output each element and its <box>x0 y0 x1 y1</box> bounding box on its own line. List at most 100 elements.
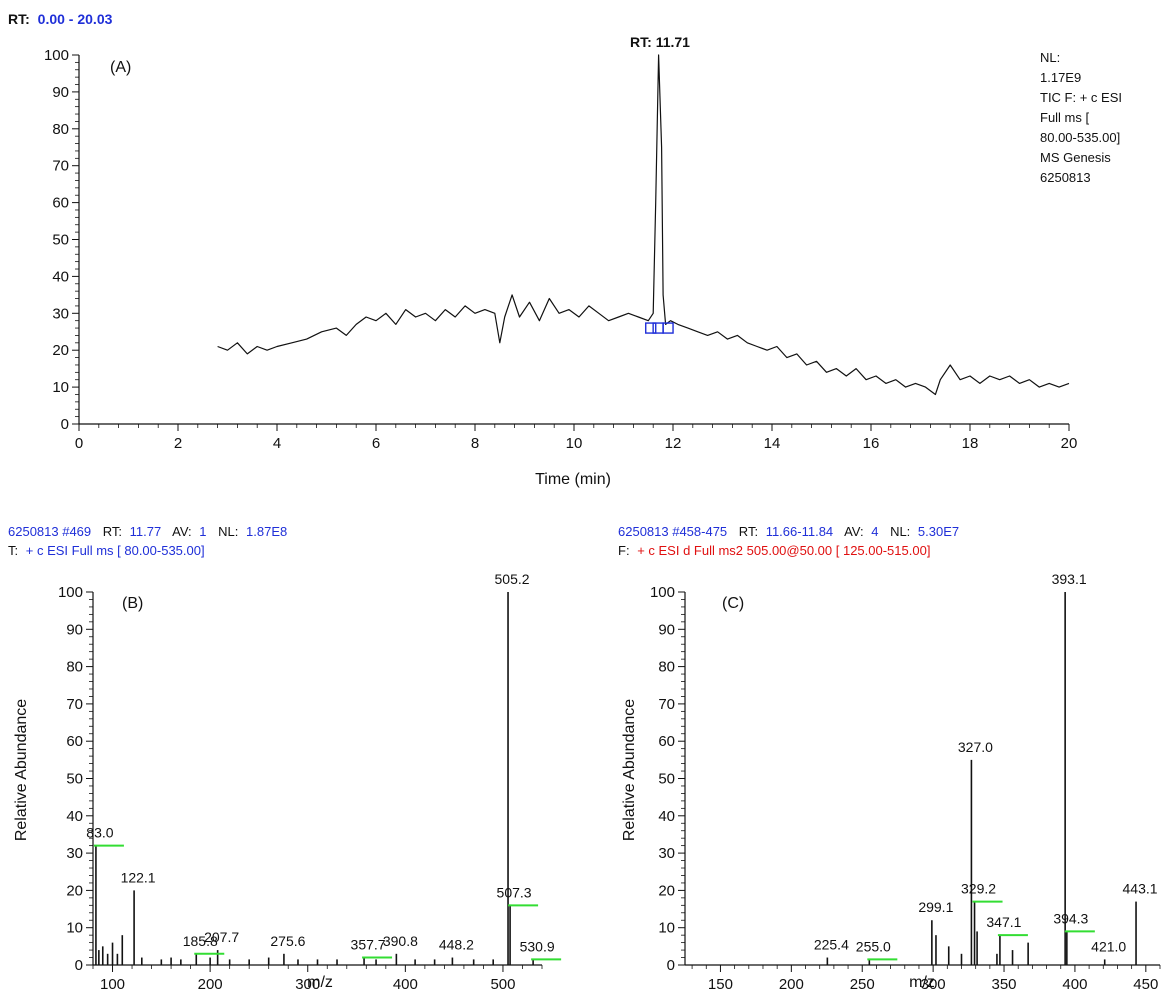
panel-c-rt-label: RT: <box>739 524 758 539</box>
panel-b-ylabel: Relative Abundance <box>13 699 30 841</box>
panel-c-y-tick-label: 50 <box>658 771 675 788</box>
panel-b-y-tick-label: 90 <box>66 621 83 638</box>
panel-a-y-tick-label: 20 <box>52 342 69 359</box>
panel-b-y-tick-label: 40 <box>66 808 83 825</box>
panel-c-y-tick-label: 20 <box>658 882 675 899</box>
panel-a-y-tick-label: 60 <box>52 195 69 212</box>
panel-a-y-tick-label: 40 <box>52 268 69 285</box>
panel-a-info: NL: 1.17E9 TIC F: + c ESI Full ms [ 80.0… <box>1040 50 1122 185</box>
panel-a-x-tick-label: 18 <box>962 435 979 452</box>
panel-c-av: 4 <box>871 524 878 539</box>
panel-b-y-tick-label: 20 <box>66 882 83 899</box>
panel-b-y-tick-label: 60 <box>66 733 83 750</box>
panel-a-info-line: Full ms [ <box>1040 110 1090 125</box>
panel-a-header-range: 0.00 - 20.03 <box>38 11 113 27</box>
panel-c-filter-prefix: F: <box>618 543 630 558</box>
panel-a-info-line: TIC F: + c ESI <box>1040 90 1122 105</box>
panel-a-y-tick-label: 30 <box>52 305 69 322</box>
panel-c-peak-label: 393.1 <box>1052 571 1087 587</box>
panel-c-rt: 11.66-11.84 <box>766 524 833 539</box>
panel-c-y-tick-label: 100 <box>650 584 675 601</box>
panel-c-peak-label: 421.0 <box>1091 938 1126 954</box>
panel-b-rt-label: RT: <box>103 524 122 539</box>
panel-b-peak-label: 207.7 <box>204 929 239 945</box>
panel-c-header-2: F: + c ESI d Full ms2 505.00@50.00 [ 125… <box>618 543 930 558</box>
panel-a-header-prefix: RT: <box>8 11 30 27</box>
panel-a-x-tick-label: 2 <box>174 435 182 452</box>
panel-b-scan: 6250813 #469 <box>8 524 91 539</box>
panel-a-info-line: 1.17E9 <box>1040 70 1081 85</box>
panel-c-y-tick-label: 90 <box>658 621 675 638</box>
panel-a-plot: 0 10 20 30 40 50 60 70 80 90 100 0 2 4 6 8 10 12 14 16 18 20 <box>44 47 1077 452</box>
panel-a-y-tick-label: 10 <box>52 379 69 396</box>
panel-a-x-tick-label: 20 <box>1061 435 1078 452</box>
panel-a-label: (A) <box>110 59 131 76</box>
panel-c-x-tick-label: 400 <box>1062 976 1087 993</box>
panel-a-peak-label: RT: 11.71 <box>630 34 690 50</box>
panel-a-y-tick-label: 0 <box>61 416 69 433</box>
panel-b-filter: + c ESI Full ms [ 80.00-535.00] <box>26 543 205 558</box>
panel-b-label: (B) <box>122 595 143 612</box>
panel-b-av: 1 <box>199 524 206 539</box>
panel-c-header-1: 6250813 #458-475 RT: 11.66-11.84 AV: 4 N… <box>618 524 959 539</box>
panel-b-peak-label: 83.0 <box>86 825 113 841</box>
panel-b-plot: 0 10 20 30 40 50 60 70 80 90 100 100 200 300 400 500 83.… <box>58 571 562 993</box>
panel-c-x-tick-label: 200 <box>779 976 804 993</box>
panel-b-y-tick-label: 70 <box>66 696 83 713</box>
panel-c-x-tick-label: 250 <box>850 976 875 993</box>
panel-c-y-tick-label: 60 <box>658 733 675 750</box>
panel-c-nl: 5.30E7 <box>918 524 959 539</box>
panel-a-info-line: 6250813 <box>1040 170 1091 185</box>
panel-b-y-tick-label: 80 <box>66 659 83 676</box>
panel-c-label: (C) <box>722 595 744 612</box>
panel-a-x-tick-label: 0 <box>75 435 83 452</box>
panel-a-x-tick-label: 16 <box>863 435 880 452</box>
panel-b-av-label: AV: <box>172 524 192 539</box>
panel-b-nl: 1.87E8 <box>246 524 287 539</box>
panel-c-xlabel: m/z <box>909 974 935 991</box>
panel-a-y-tick-label: 80 <box>52 121 69 138</box>
panel-b-x-tick-label: 400 <box>393 976 418 993</box>
panel-a-peak-marker <box>652 322 664 334</box>
panel-c-plot: 0 10 20 30 40 50 60 70 80 90 100 150 200 250 300 350 400… <box>650 571 1161 993</box>
panel-c-peak-label: 327.0 <box>958 739 993 755</box>
panel-b-peak-label: 505.2 <box>495 571 530 587</box>
panel-b-y-tick-label: 100 <box>58 584 83 601</box>
panel-c-scan: 6250813 #458-475 <box>618 524 727 539</box>
panel-c-x-tick-label: 450 <box>1133 976 1158 993</box>
panel-c-y-tick-label: 80 <box>658 659 675 676</box>
panel-b-header-1: 6250813 #469 RT: 11.77 AV: 1 NL: 1.87E8 <box>8 524 287 539</box>
panel-a-y-tick-label: 90 <box>52 84 69 101</box>
panel-c-peak-label: 225.4 <box>814 937 849 953</box>
panel-c-peak-label: 443.1 <box>1123 881 1158 897</box>
panel-a-x-tick-label: 4 <box>273 435 281 452</box>
panel-b-header-2: T: + c ESI Full ms [ 80.00-535.00] <box>8 543 205 558</box>
panel-b-peak-label: 122.1 <box>121 869 156 885</box>
panel-a-x-tick-label: 12 <box>665 435 682 452</box>
panel-a-xlabel: Time (min) <box>535 471 611 488</box>
panel-b-filter-prefix: T: <box>8 543 18 558</box>
panel-c-x-tick-label: 150 <box>708 976 733 993</box>
panel-c-peak-label: 394.3 <box>1053 910 1088 926</box>
panel-a-peak-marker <box>662 322 674 334</box>
panel-a-info-line: 80.00-535.00] <box>1040 130 1120 145</box>
panel-b-x-tick-label: 100 <box>100 976 125 993</box>
panel-a-x-tick-label: 6 <box>372 435 380 452</box>
panel-a-info-line: MS Genesis <box>1040 150 1111 165</box>
panel-a-y-tick-label: 100 <box>44 47 69 64</box>
panel-b-peak-label: 530.9 <box>520 938 555 954</box>
panel-a-y-tick-label: 70 <box>52 158 69 175</box>
panel-a-info-line: NL: <box>1040 50 1060 65</box>
panel-b-peak-label: 448.2 <box>439 937 474 953</box>
panel-c-peak-label: 255.0 <box>856 938 891 954</box>
panel-c-y-tick-label: 70 <box>658 696 675 713</box>
panel-a-x-tick-label: 10 <box>566 435 583 452</box>
panel-b-peak-label: 390.8 <box>383 933 418 949</box>
panel-a-x-tick-label: 8 <box>471 435 479 452</box>
panel-b-xlabel: m/z <box>307 974 333 991</box>
panel-c-peak-label: 347.1 <box>986 914 1021 930</box>
panel-b-y-tick-label: 10 <box>66 920 83 937</box>
panel-a-y-tick-label: 50 <box>52 232 69 249</box>
panel-c-x-tick-label: 300 <box>921 976 946 993</box>
